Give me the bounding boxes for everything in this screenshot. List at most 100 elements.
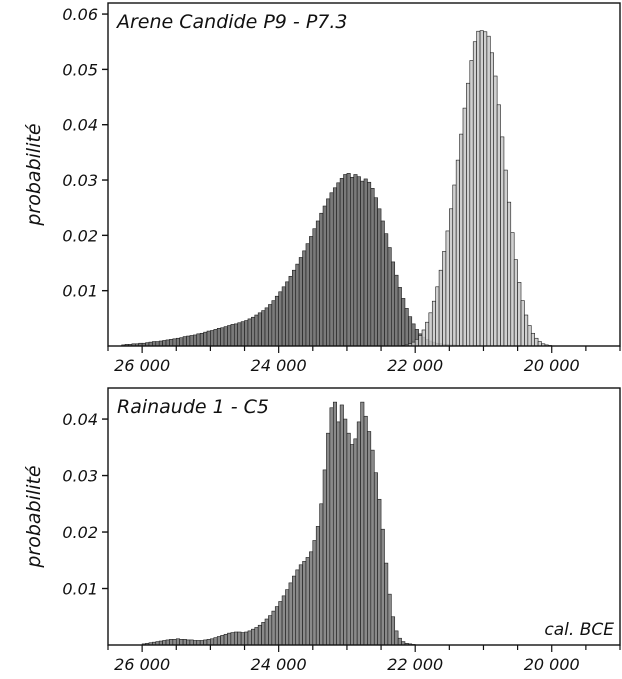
histogram-bar: [394, 274, 399, 347]
histogram-bar: [295, 263, 300, 347]
histogram-bar: [189, 335, 194, 347]
histogram-bar: [213, 637, 218, 646]
histogram-bar: [223, 633, 228, 646]
histogram-bar: [391, 261, 396, 347]
histogram-bar: [240, 632, 245, 646]
histogram-bar: [172, 338, 177, 347]
histogram-bar: [216, 327, 221, 347]
histogram-bar: [428, 312, 433, 347]
histogram-bar: [312, 228, 317, 347]
histogram-bar: [203, 639, 208, 646]
y-tick-label: 0.01: [62, 580, 98, 599]
histogram-bar: [384, 562, 389, 646]
histogram-bar: [227, 325, 232, 347]
histogram-bar: [271, 300, 276, 347]
histogram-bar: [513, 259, 518, 347]
histogram-bar: [244, 320, 249, 347]
histogram-bar: [179, 639, 184, 646]
histogram-bar: [343, 174, 348, 347]
histogram-bar: [353, 174, 358, 347]
histogram-bar: [285, 281, 290, 347]
histogram-bar: [329, 192, 334, 347]
histogram-bar: [162, 340, 167, 347]
histogram-bar: [305, 243, 310, 347]
histogram-bar: [377, 498, 382, 646]
histogram-bar: [216, 636, 221, 646]
histogram-bar: [486, 35, 491, 347]
histogram-bar: [442, 251, 447, 347]
histogram-bar: [367, 431, 372, 646]
histogram-bar: [309, 236, 314, 347]
histogram-bar: [418, 335, 423, 347]
histogram-bar: [530, 332, 535, 347]
histogram-bar: [268, 304, 273, 347]
histogram-bar: [500, 136, 505, 347]
histogram-bar: [343, 418, 348, 646]
histogram-bar: [336, 421, 341, 646]
histogram-bar: [391, 616, 396, 646]
histogram-bar: [377, 208, 382, 347]
histogram-bar: [288, 275, 293, 347]
histogram-bar: [387, 593, 392, 646]
histogram-bar: [247, 630, 252, 646]
histogram-bar: [339, 178, 344, 347]
histogram-bar: [367, 181, 372, 347]
histogram-bar: [435, 286, 440, 347]
histogram-bar: [380, 528, 385, 646]
histogram-bar: [240, 321, 245, 347]
histogram-bar: [210, 638, 215, 646]
histogram-bar: [244, 631, 249, 646]
x-tick-label: 24 000: [251, 655, 307, 674]
x-tick-label: 22 000: [387, 356, 443, 375]
histogram-bar: [233, 323, 238, 347]
histogram-bar: [285, 589, 290, 646]
histogram-bar: [455, 159, 460, 347]
histogram-bar: [517, 282, 522, 347]
plot-frame: [107, 2, 621, 347]
y-tick-label: 0.03: [62, 467, 98, 486]
y-tick-label: 0.02: [62, 523, 98, 542]
histogram-bar: [305, 557, 310, 646]
histogram-bar: [230, 324, 235, 347]
histogram-bar: [476, 30, 481, 347]
y-tick-label: 0.04: [62, 410, 98, 429]
panel-title: Rainaude 1 - C5: [117, 396, 269, 418]
histogram-bar: [350, 444, 355, 646]
histogram-bar: [483, 31, 488, 347]
histogram-bar: [213, 329, 218, 347]
histogram-bar: [233, 631, 238, 646]
histogram-bar: [309, 551, 314, 646]
series-2: [401, 30, 553, 347]
histogram-bar: [175, 638, 180, 646]
histogram-bar: [186, 335, 191, 347]
histogram-bar: [274, 295, 279, 347]
histogram-bar: [169, 639, 174, 646]
histogram-bar: [196, 333, 201, 347]
histogram-bar: [268, 615, 273, 646]
histogram-bar: [271, 610, 276, 646]
x-tick-label: 24 000: [251, 356, 307, 375]
histogram-bar: [223, 326, 228, 347]
histogram-bar: [257, 624, 262, 646]
chart-panel-1: 0.01 0.02 0.03 0.04 0.05 0.06 26 000 24 000 22 0…: [23, 2, 621, 375]
histogram-bar: [261, 622, 266, 646]
histogram-bar: [363, 178, 368, 347]
histogram-bar: [356, 421, 361, 646]
histogram-bar: [189, 639, 194, 646]
histogram-bar: [503, 169, 508, 347]
histogram-bar: [459, 133, 464, 347]
plot-frame: [107, 387, 621, 646]
histogram-bar: [182, 639, 187, 646]
histogram-bar: [319, 503, 324, 646]
y-tick-label: 0.02: [62, 226, 98, 245]
histogram-bar: [350, 176, 355, 347]
histogram-bar: [179, 337, 184, 347]
histogram-bar: [363, 415, 368, 646]
histogram-bar: [438, 269, 443, 347]
y-axis-label: probabilité: [23, 123, 45, 226]
x-tick-label: 26 000: [114, 356, 170, 375]
histogram-bar: [360, 401, 365, 646]
y-tick-label: 0.04: [62, 116, 98, 135]
histogram-bar: [360, 180, 365, 347]
